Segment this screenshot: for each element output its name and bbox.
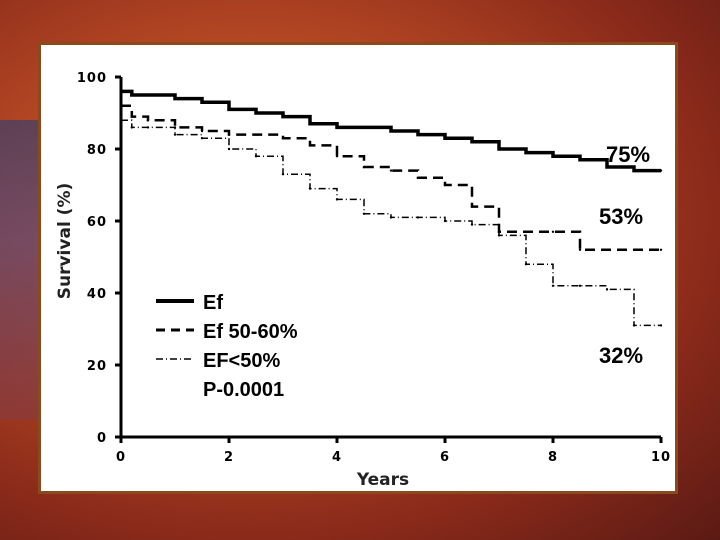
end-label-ef-50-60: 53%: [599, 204, 643, 229]
series-3-point: [470, 223, 474, 226]
series-1-point: [308, 122, 312, 126]
series-3-point: [524, 263, 528, 266]
series-1-point: [227, 108, 231, 111]
series-3-point: [497, 234, 501, 237]
chart-panel: 0 20 40 60 80 100 0 2 4 6 8 10 Survival (%) Years E…: [38, 42, 678, 494]
series-3-point: [227, 147, 231, 151]
series-2-point: [632, 248, 636, 251]
series-2-point: [281, 137, 285, 140]
x-axis-title: Years: [356, 470, 409, 490]
series-2-point: [470, 205, 474, 208]
series-2-point: [227, 133, 231, 136]
series-2-point: [254, 133, 258, 136]
series-3-point: [659, 324, 663, 327]
series-1-point: [200, 101, 204, 104]
end-label-ef-lt-50: 32%: [599, 343, 643, 368]
series-3-point: [362, 212, 366, 215]
series-3-point: [551, 284, 555, 287]
series-3-point: [146, 126, 150, 129]
series-1-point: [470, 140, 474, 143]
series-line-3: [121, 119, 661, 327]
series-2-point: [605, 248, 609, 251]
series-3-point: [281, 173, 285, 176]
x-tick-label: 6: [440, 450, 450, 465]
series-2-point: [659, 248, 663, 251]
series-2-point: [443, 183, 447, 187]
series-1-point: [443, 137, 447, 140]
series-1-point: [578, 158, 582, 161]
series-1-point: [632, 169, 636, 172]
series-1-point: [389, 129, 393, 133]
series-3-point: [254, 155, 258, 158]
series-2-point: [119, 104, 123, 107]
series-1-point: [130, 93, 133, 97]
y-tick-label: 40: [87, 287, 107, 302]
background-decoration: [0, 120, 40, 420]
series-3-point: [173, 133, 177, 136]
series-3-point: [416, 216, 420, 219]
series-1-point: [551, 155, 555, 158]
end-label-ef: 75%: [606, 142, 650, 167]
series-1-point: [254, 111, 258, 115]
y-tick-label: 60: [87, 215, 107, 230]
series-layer: [119, 89, 663, 327]
series-1-point: [146, 93, 150, 97]
x-tick-label: 0: [116, 450, 126, 465]
series-1-point: [659, 169, 663, 172]
series-2-point: [308, 144, 312, 147]
series-3-point: [308, 187, 312, 190]
series-2-point: [146, 119, 150, 122]
y-tick-label: 80: [87, 143, 107, 158]
series-3-point: [130, 126, 133, 129]
y-axis-title: Survival (%): [55, 183, 75, 300]
y-tick-label: 20: [87, 359, 107, 374]
x-tick-label: 10: [651, 450, 671, 465]
series-2-point: [551, 230, 555, 233]
x-tick-label: 4: [332, 450, 342, 465]
y-tick-label: 100: [77, 71, 107, 86]
series-2-point: [362, 165, 366, 169]
survival-chart: 0 20 40 60 80 100 0 2 4 6 8 10 Survival (%) Years E…: [55, 71, 671, 490]
series-2-point: [524, 230, 528, 233]
series-2-point: [130, 115, 133, 118]
series-3-point: [632, 324, 636, 327]
legend-label-ef-50-60: Ef 50-60%: [203, 321, 298, 343]
series-2-point: [416, 176, 420, 179]
series-line-1: [121, 89, 661, 173]
series-3-point: [578, 284, 582, 287]
legend-label-ef-lt-50: EF<50%: [203, 350, 280, 372]
chart-axes: [115, 75, 663, 443]
series-2-point: [578, 248, 582, 251]
x-tick-label: 2: [224, 450, 234, 465]
series-3-point: [335, 198, 339, 201]
series-1-point: [119, 90, 123, 93]
series-3-point: [443, 219, 447, 223]
series-1-point: [416, 133, 420, 136]
series-3-point: [119, 119, 123, 122]
series-1-point: [362, 126, 366, 129]
series-2-point: [389, 169, 393, 172]
series-2-point: [335, 155, 339, 158]
legend-p-value: P-0.0001: [203, 379, 284, 401]
legend-label-ef: Ef: [203, 292, 223, 314]
series-1-point: [524, 151, 528, 154]
x-tick-label: 8: [548, 450, 558, 465]
series-1-point: [605, 165, 609, 169]
tick-labels: 0 20 40 60 80 100 0 2 4 6 8 10: [77, 71, 671, 465]
series-1-point: [497, 147, 501, 151]
series-3-point: [200, 137, 204, 140]
series-3-point: [605, 288, 609, 291]
series-2-point: [200, 129, 204, 133]
series-1-point: [281, 115, 285, 118]
series-1-point: [335, 126, 339, 129]
series-1-point: [173, 97, 177, 100]
y-tick-label: 0: [97, 431, 107, 446]
legend: Ef Ef 50-60% EF<50% P-0.0001: [156, 292, 298, 401]
series-3-point: [389, 216, 393, 219]
